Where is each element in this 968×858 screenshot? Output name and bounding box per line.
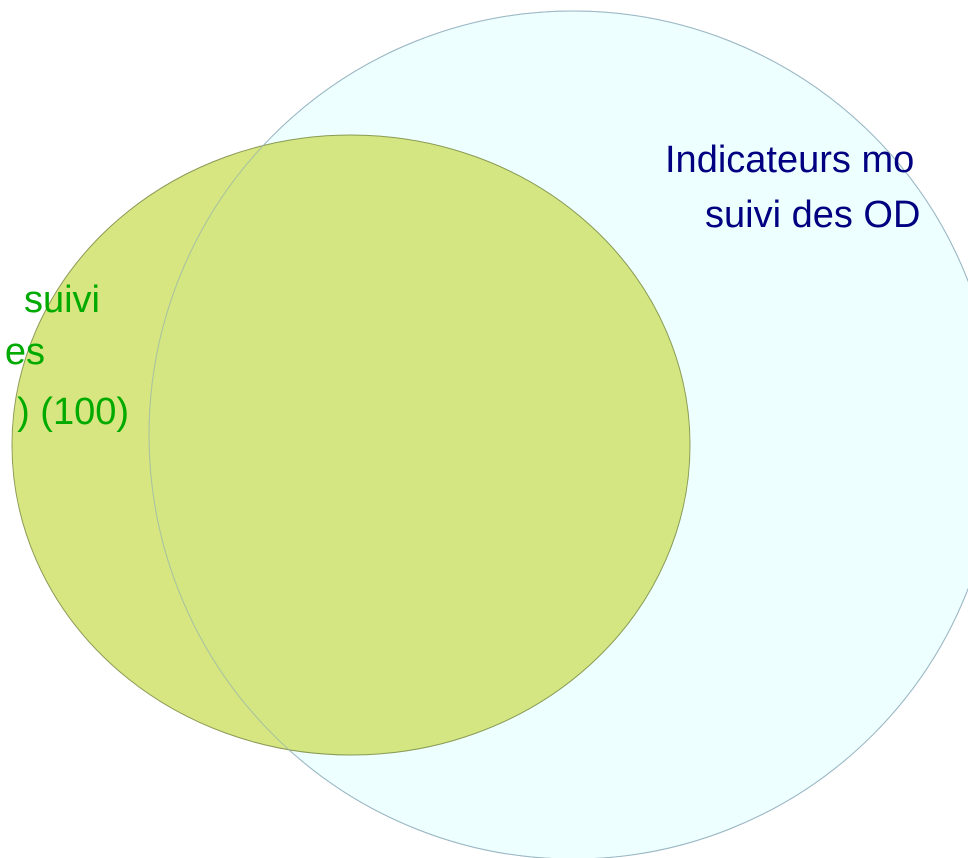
set-ellipse-green [11,134,691,756]
set-circle-outline [148,10,968,858]
set-label-line: suivi des OD [705,194,920,236]
set-label-line: Indicateurs mo [665,139,914,181]
set-label-line: ) (100) [17,391,129,433]
set-label-line: es [5,331,45,373]
set-label-line: suivi [24,279,100,321]
